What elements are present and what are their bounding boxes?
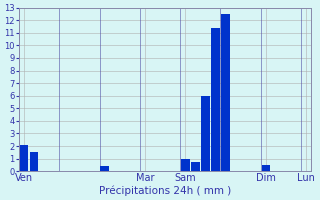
Bar [191, 162, 200, 171]
X-axis label: Précipitations 24h ( mm ): Précipitations 24h ( mm ) [99, 185, 231, 196]
Bar [30, 152, 38, 171]
Bar [20, 145, 28, 171]
Bar [261, 165, 270, 171]
Bar [201, 96, 210, 171]
Bar [221, 14, 230, 171]
Bar [181, 159, 189, 171]
Bar [211, 28, 220, 171]
Bar [100, 166, 109, 171]
